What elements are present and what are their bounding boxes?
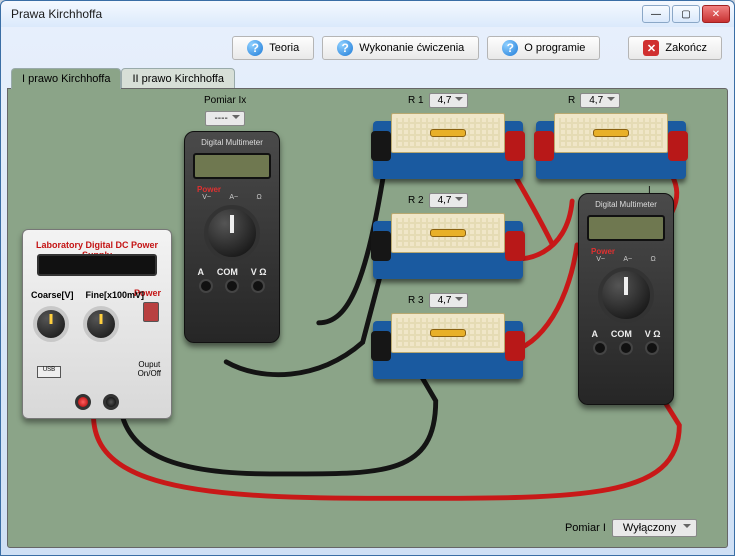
r-label: R <box>568 95 575 106</box>
clip-red-icon <box>505 231 525 261</box>
r1-label: R 1 <box>408 95 424 106</box>
r1-select[interactable]: 4,7 <box>429 93 469 108</box>
oprogramie-button[interactable]: ? O programie <box>487 36 600 60</box>
psu-display <box>37 254 157 276</box>
dmm-scale: V~ A~ Ω <box>587 256 665 263</box>
r3-select-group: R 3 4,7 <box>408 293 468 308</box>
dmm-header: Digital Multimeter <box>579 200 673 209</box>
titlebar: Prawa Kirchhoffa — ▢ ✕ <box>1 1 734 27</box>
dmm-dial[interactable] <box>204 205 260 261</box>
breadboard-r3 <box>373 309 523 379</box>
dmm-scale: V~ A~ Ω <box>193 194 271 201</box>
window-buttons: — ▢ ✕ <box>642 5 730 23</box>
jack-com[interactable] <box>225 279 239 293</box>
psu-jack-neg[interactable] <box>103 394 119 410</box>
dmm-display <box>587 215 665 241</box>
dmm-jacks <box>587 341 665 355</box>
dmm-power-label: Power <box>591 247 673 256</box>
oprogramie-label: O programie <box>524 42 585 54</box>
dmm-display <box>193 153 271 179</box>
psu-jack-pos[interactable] <box>75 394 91 410</box>
jack-v[interactable] <box>645 341 659 355</box>
pomiar-i: Pomiar I Wyłączony <box>565 519 697 537</box>
r3-select[interactable]: 4,7 <box>429 293 469 308</box>
clip-red-icon <box>505 331 525 361</box>
pomiar-i-select[interactable]: Wyłączony <box>612 519 697 537</box>
dmm-jacks <box>193 279 271 293</box>
pomiar-i-label: Pomiar I <box>565 522 606 534</box>
close-icon: ✕ <box>643 40 659 56</box>
jack-com[interactable] <box>619 341 633 355</box>
window-title: Prawa Kirchhoffa <box>11 7 102 21</box>
wykonanie-label: Wykonanie ćwiczenia <box>359 42 464 54</box>
power-supply: Laboratory Digital DC Power Supply Power… <box>22 229 172 419</box>
clip-black-icon <box>371 131 391 161</box>
coarse-label: Coarse[V] <box>31 290 74 300</box>
help-icon: ? <box>502 40 518 56</box>
multimeter-right: Digital Multimeter Power V~ A~ Ω A COM V… <box>578 193 674 405</box>
zakoncz-label: Zakończ <box>665 42 707 54</box>
app-window: Prawa Kirchhoffa — ▢ ✕ ? Teoria ? Wykona… <box>0 0 735 556</box>
r2-select[interactable]: 4,7 <box>429 193 469 208</box>
dmm-ports: A COM V Ω <box>585 329 667 339</box>
clip-red-icon <box>534 131 554 161</box>
clip-red-icon <box>505 131 525 161</box>
maximize-button[interactable]: ▢ <box>672 5 700 23</box>
breadboard-r <box>536 109 686 179</box>
tab-ii-prawo[interactable]: II prawo Kirchhoffa <box>121 68 235 89</box>
workspace: Pomiar Ix ---- Digital Multimeter Power … <box>7 88 728 548</box>
r3-label: R 3 <box>408 295 424 306</box>
teoria-button[interactable]: ? Teoria <box>232 36 314 60</box>
breadboard-r1 <box>373 109 523 179</box>
toolbar: ? Teoria ? Wykonanie ćwiczenia ? O progr… <box>7 33 728 63</box>
dmm-dial[interactable] <box>598 267 654 323</box>
r2-select-group: R 2 4,7 <box>408 193 468 208</box>
clip-red-icon <box>668 131 688 161</box>
fine-knob[interactable] <box>83 306 119 342</box>
help-icon: ? <box>247 40 263 56</box>
r-select[interactable]: 4,7 <box>580 93 620 108</box>
clip-black-icon <box>371 231 391 261</box>
teoria-label: Teoria <box>269 42 299 54</box>
tabstrip: I prawo Kirchhoffa II prawo Kirchhoffa <box>11 67 728 88</box>
close-window-button[interactable]: ✕ <box>702 5 730 23</box>
psu-usb: USB <box>37 366 61 378</box>
help-icon: ? <box>337 40 353 56</box>
pomiar-ix-select[interactable]: ---- <box>205 111 244 126</box>
pomiar-ix-label: Pomiar Ix <box>204 95 246 106</box>
pomiar-ix: Pomiar Ix ---- <box>204 95 246 126</box>
wykonanie-button[interactable]: ? Wykonanie ćwiczenia <box>322 36 479 60</box>
coarse-knob[interactable] <box>33 306 69 342</box>
fine-label: Fine[x100mV] <box>86 290 145 300</box>
dmm-ports: A COM V Ω <box>191 267 273 277</box>
client-area: ? Teoria ? Wykonanie ćwiczenia ? O progr… <box>1 27 734 555</box>
r-select-group: R 4,7 <box>568 93 620 108</box>
tab-i-prawo[interactable]: I prawo Kirchhoffa <box>11 68 121 89</box>
r2-label: R 2 <box>408 195 424 206</box>
dmm-header: Digital Multimeter <box>185 138 279 147</box>
zakoncz-button[interactable]: ✕ Zakończ <box>628 36 722 60</box>
psu-output: Ouput On/Off <box>138 360 161 378</box>
dmm-power-label: Power <box>197 185 279 194</box>
jack-a[interactable] <box>199 279 213 293</box>
r1-select-group: R 1 4,7 <box>408 93 468 108</box>
jack-v[interactable] <box>251 279 265 293</box>
jack-a[interactable] <box>593 341 607 355</box>
psu-power-button[interactable] <box>143 302 159 322</box>
breadboard-r2 <box>373 209 523 279</box>
multimeter-left: Digital Multimeter Power V~ A~ Ω A COM V… <box>184 131 280 343</box>
clip-black-icon <box>371 331 391 361</box>
minimize-button[interactable]: — <box>642 5 670 23</box>
